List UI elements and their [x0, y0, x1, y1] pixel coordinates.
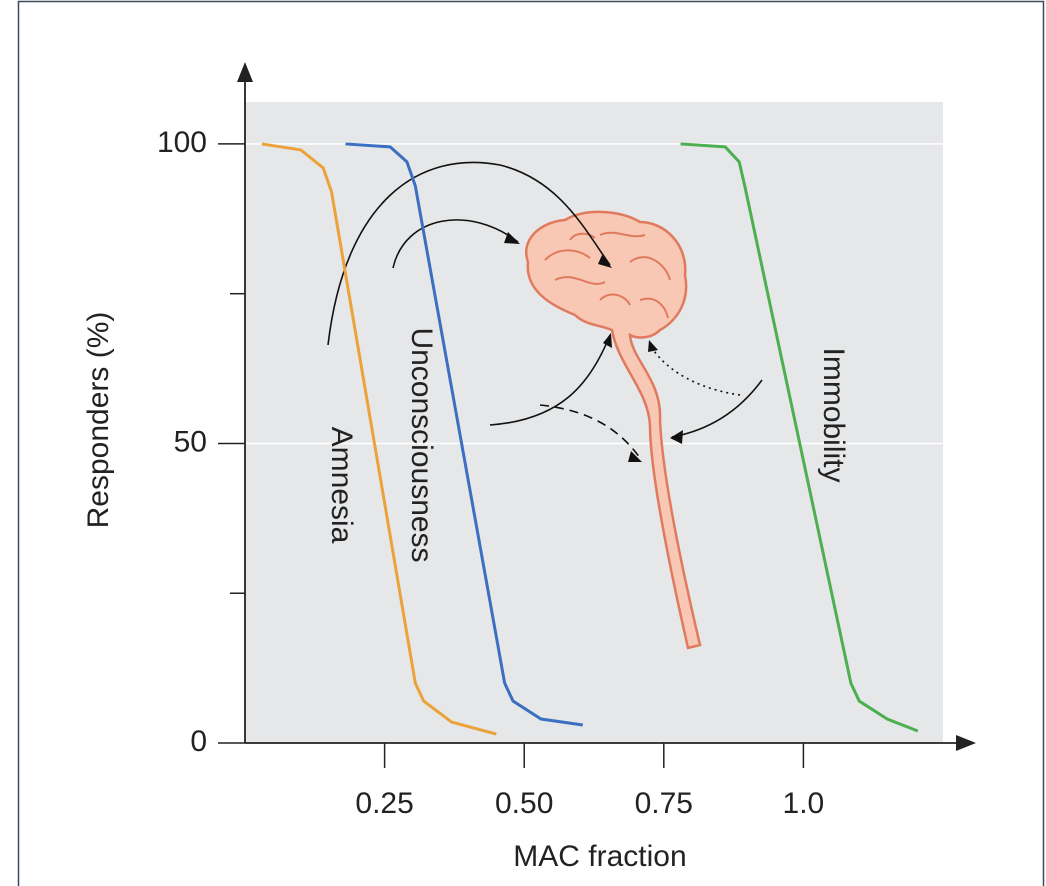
series-line — [261, 142, 497, 736]
series-label: Immobility — [817, 347, 850, 482]
x-tick-label: 1.0 — [783, 787, 825, 820]
x-axis-arrow — [956, 735, 976, 751]
y-tick-label: 0 — [190, 725, 207, 758]
brain-illustration — [525, 210, 702, 650]
series-label: Unconsciousness — [405, 327, 438, 562]
arrows — [327, 161, 763, 462]
y-axis-arrow — [237, 62, 253, 82]
y-tick-label: 100 — [157, 126, 207, 159]
x-axis-label: MAC fraction — [513, 840, 686, 873]
series-label: Amnesia — [325, 427, 358, 544]
y-axis-label: Responders (%) — [82, 312, 115, 529]
x-tick-label: 0.25 — [355, 787, 413, 820]
series-line — [680, 142, 919, 733]
x-tick-label: 0.50 — [495, 787, 553, 820]
plot-area — [245, 102, 943, 743]
y-tick-label: 50 — [174, 425, 207, 458]
series-line — [345, 142, 584, 727]
x-tick-label: 0.75 — [635, 787, 693, 820]
